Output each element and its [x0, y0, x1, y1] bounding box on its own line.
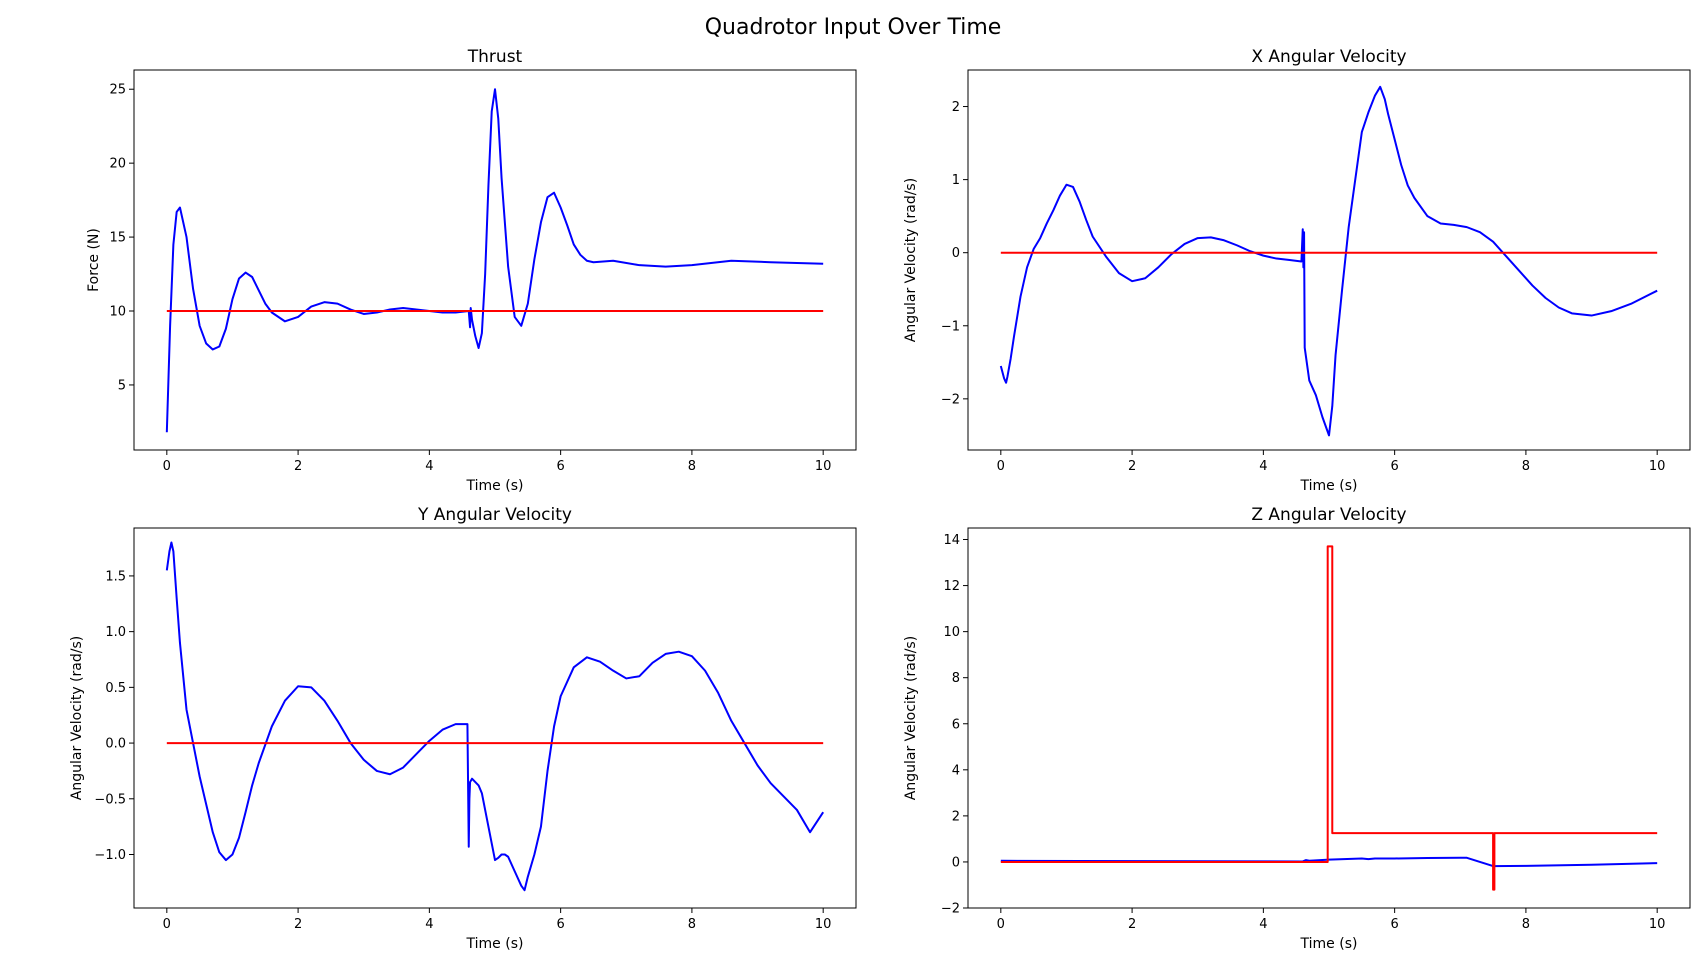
x-tick-label: 2: [294, 917, 302, 932]
y-tick-label: 2: [952, 100, 960, 115]
y-tick-label: 10: [109, 305, 126, 320]
figure-title: Quadrotor Input Over Time: [705, 15, 1002, 40]
y-tick-label: 0.5: [105, 681, 126, 696]
x-tick-label: 4: [1259, 917, 1267, 932]
x-tick-label: 8: [1522, 459, 1530, 474]
y-axis-label: Angular Velocity (rad/s): [69, 636, 85, 800]
y-tick-label: 20: [109, 157, 126, 172]
series-group: [165, 88, 824, 433]
y-tick-label: 12: [943, 579, 960, 594]
x-tick-label: 8: [688, 459, 696, 474]
x-tick-label: 6: [556, 917, 564, 932]
series-group: [1000, 545, 1658, 891]
subplot-3: Y Angular Velocity 0 2 4 6 8 10 −1.0 −0.5 0.0 0.5 1…: [69, 505, 857, 952]
x-axis-label: Time (s): [1300, 478, 1358, 494]
y-tick-label: 1.5: [105, 569, 126, 584]
axes-frame: [133, 527, 857, 909]
x-axis-label: Time (s): [466, 478, 524, 494]
y-tick-label: 10: [943, 625, 960, 640]
x-tick-label: 2: [1128, 917, 1136, 932]
subplot-1: Thrust 0 2 4 6 8 10 5 10 15 20 25 Time (s) Force (N): [86, 47, 857, 494]
y-tick-label: 25: [109, 83, 126, 98]
x-tick-label: 6: [1390, 917, 1398, 932]
actual-series-line: [165, 541, 825, 892]
x-tick-label: 0: [163, 917, 171, 932]
subplot-title: Thrust: [467, 47, 523, 67]
subplot-title: Z Angular Velocity: [1251, 505, 1406, 525]
x-tick-label: 10: [815, 917, 832, 932]
x-tick-label: 6: [1390, 459, 1398, 474]
x-tick-label: 0: [997, 917, 1005, 932]
y-tick-label: −1: [941, 319, 960, 334]
x-tick-label: 10: [1649, 459, 1666, 474]
y-axis-label: Angular Velocity (rad/s): [903, 178, 919, 342]
y-tick-label: −1.0: [94, 848, 126, 863]
y-tick-label: 5: [118, 378, 126, 393]
subplot-2: X Angular Velocity 0 2 4 6 8 10 −2 −1 0 1 2 Time (s)…: [903, 47, 1691, 494]
x-tick-label: 6: [556, 459, 564, 474]
x-tick-label: 4: [425, 917, 433, 932]
x-tick-label: 0: [997, 459, 1005, 474]
x-tick-label: 4: [1259, 459, 1267, 474]
y-tick-label: −2: [941, 902, 960, 917]
series-group: [999, 85, 1658, 437]
x-tick-label: 0: [163, 459, 171, 474]
axes-frame: [133, 69, 857, 451]
x-tick-label: 4: [425, 459, 433, 474]
x-tick-label: 8: [688, 917, 696, 932]
axes-frame: [967, 527, 1691, 909]
y-tick-label: 15: [109, 231, 126, 246]
y-tick-label: 1.0: [105, 625, 126, 640]
subplot-title: Y Angular Velocity: [417, 505, 572, 525]
y-tick-label: 4: [952, 763, 960, 778]
y-tick-label: 0.0: [105, 737, 126, 752]
subplot-4: Z Angular Velocity 0 2 4 6 8 10 −2 0 2 4 6 8 10 12 14 Ti…: [903, 505, 1691, 952]
x-tick-label: 8: [1522, 917, 1530, 932]
y-tick-label: 1: [952, 173, 960, 188]
actual-series-line: [999, 85, 1658, 437]
y-tick-label: −0.5: [94, 792, 126, 807]
x-axis-label: Time (s): [1300, 936, 1358, 952]
y-tick-label: 0: [952, 246, 960, 261]
y-tick-label: 8: [952, 671, 960, 686]
reference-series-line: [1000, 545, 1658, 891]
y-tick-label: −2: [941, 392, 960, 407]
y-tick-label: 6: [952, 717, 960, 732]
actual-series-line: [1000, 856, 1658, 868]
x-tick-label: 2: [294, 459, 302, 474]
y-tick-label: 2: [952, 809, 960, 824]
x-tick-label: 10: [1649, 917, 1666, 932]
axes-frame: [967, 69, 1691, 451]
y-axis-label: Force (N): [86, 228, 102, 292]
y-tick-label: 14: [943, 533, 960, 548]
subplot-title: X Angular Velocity: [1251, 47, 1406, 67]
series-group: [165, 541, 825, 892]
x-tick-label: 2: [1128, 459, 1136, 474]
y-axis-label: Angular Velocity (rad/s): [903, 636, 919, 800]
x-axis-label: Time (s): [466, 936, 524, 952]
x-tick-label: 10: [815, 459, 832, 474]
y-tick-label: 0: [952, 855, 960, 870]
